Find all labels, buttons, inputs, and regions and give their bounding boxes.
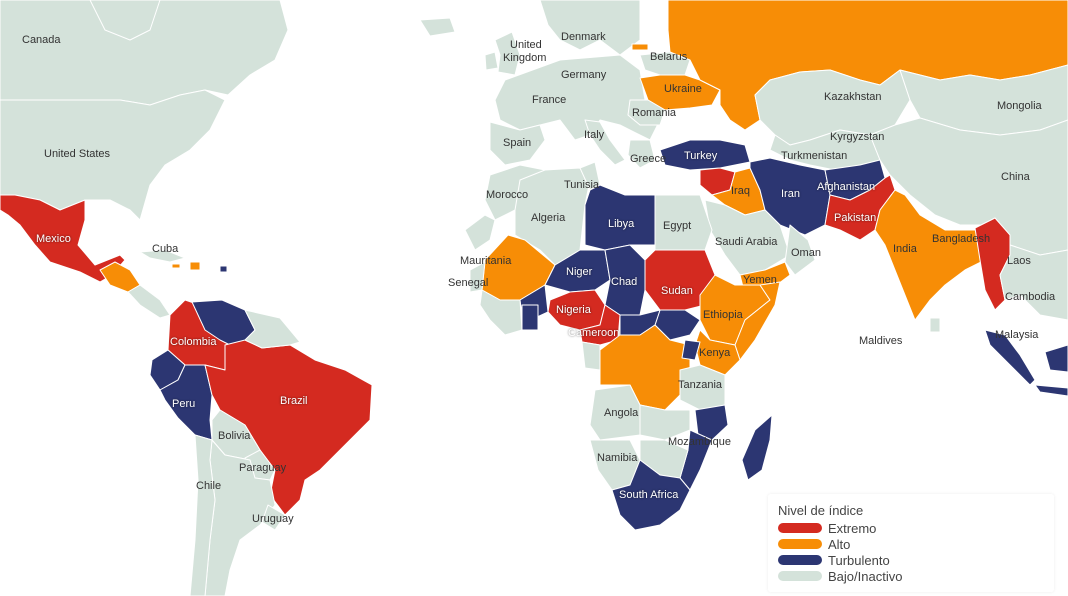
- country-chad[interactable]: [604, 244, 646, 316]
- legend-swatch-alto: [778, 539, 822, 549]
- country-chile[interactable]: [189, 434, 216, 596]
- country-greenland[interactable]: [89, 0, 161, 41]
- country-egypt[interactable]: [654, 194, 713, 251]
- country-philippines-borneo[interactable]: [1044, 344, 1068, 373]
- country-mexico[interactable]: [0, 194, 126, 283]
- country-spain[interactable]: [489, 121, 546, 166]
- legend-item-turbulento[interactable]: Turbulento: [778, 552, 890, 568]
- country-iran[interactable]: [749, 157, 831, 236]
- country-western-europe[interactable]: [494, 54, 661, 141]
- country-uganda[interactable]: [681, 339, 701, 361]
- country-uruguay[interactable]: [261, 504, 286, 531]
- country-dominican-republic[interactable]: [219, 265, 228, 273]
- country-ireland[interactable]: [484, 51, 499, 71]
- legend-label-bajo: Bajo/Inactivo: [828, 568, 903, 584]
- legend-label-extremo: Extremo: [828, 520, 877, 536]
- legend-swatch-extremo: [778, 523, 822, 533]
- country-gabon-congo[interactable]: [581, 341, 601, 371]
- legend-label-alto: Alto: [828, 536, 851, 552]
- legend-item-alto[interactable]: Alto: [778, 536, 851, 552]
- country-moldova-hint[interactable]: [631, 43, 649, 51]
- country-iceland[interactable]: [419, 17, 456, 37]
- country-romania[interactable]: [627, 99, 666, 126]
- legend-item-bajo[interactable]: Bajo/Inactivo: [778, 568, 903, 584]
- country-brazil[interactable]: [204, 339, 373, 516]
- country-west-africa-coast[interactable]: [479, 289, 523, 336]
- map-legend: Nivel de índice Extremo Alto Turbulento …: [768, 494, 1054, 592]
- legend-swatch-turbulento: [778, 555, 822, 565]
- country-southeast-asia[interactable]: [999, 244, 1068, 321]
- country-peru[interactable]: [159, 364, 213, 441]
- country-guianas[interactable]: [244, 309, 301, 349]
- country-ivory-coast[interactable]: [521, 304, 539, 331]
- country-scandinavia[interactable]: [539, 0, 641, 56]
- country-greece[interactable]: [627, 139, 656, 169]
- country-western-sahara[interactable]: [464, 214, 496, 251]
- country-mozambique-north[interactable]: [694, 404, 729, 441]
- country-haiti[interactable]: [189, 261, 201, 271]
- country-south-africa[interactable]: [611, 459, 691, 531]
- country-angola[interactable]: [589, 384, 641, 441]
- country-sri-lanka[interactable]: [929, 317, 941, 333]
- legend-item-extremo[interactable]: Extremo: [778, 520, 877, 536]
- country-united-kingdom[interactable]: [494, 31, 521, 76]
- country-indonesia-east[interactable]: [1034, 384, 1068, 397]
- country-italy[interactable]: [584, 119, 626, 166]
- country-libya[interactable]: [584, 184, 656, 251]
- country-oman[interactable]: [784, 224, 816, 276]
- country-cuba[interactable]: [139, 249, 186, 263]
- country-madagascar[interactable]: [741, 414, 773, 481]
- legend-label-turbulento: Turbulento: [828, 552, 890, 568]
- country-caribbean-islands[interactable]: [171, 263, 181, 269]
- legend-swatch-bajo: [778, 571, 822, 581]
- legend-title: Nivel de índice: [778, 503, 864, 518]
- country-malaysia-indonesia[interactable]: [984, 329, 1036, 386]
